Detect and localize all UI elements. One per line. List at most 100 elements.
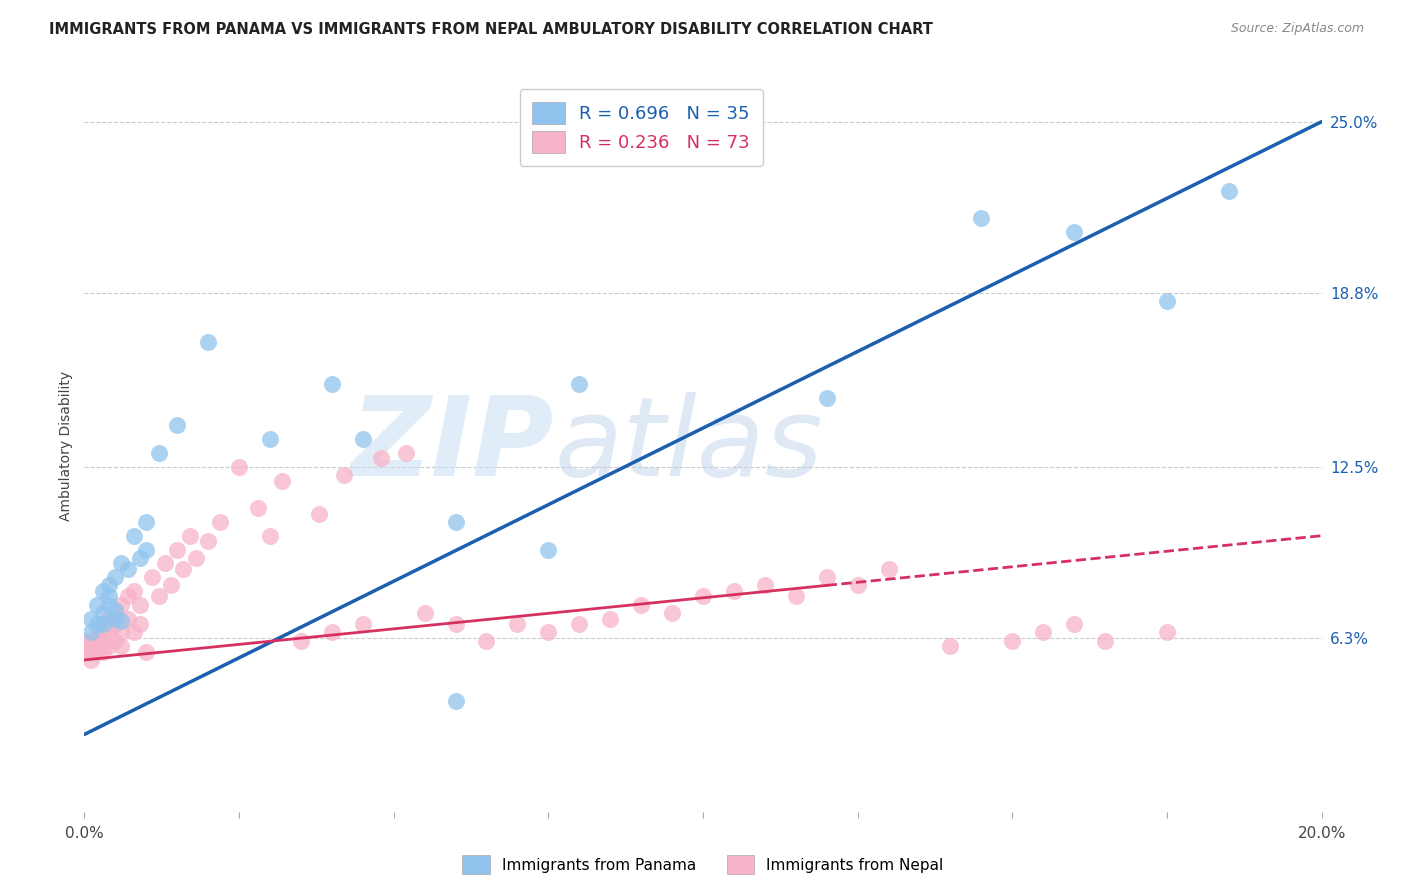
Point	[104, 570, 127, 584]
Point	[939, 639, 962, 653]
Text: ZIP: ZIP	[352, 392, 554, 500]
Point	[259, 432, 281, 446]
Point	[98, 639, 121, 653]
Point	[444, 694, 467, 708]
Point	[970, 211, 993, 226]
Point	[153, 557, 176, 571]
Point	[148, 446, 170, 460]
Point	[172, 562, 194, 576]
Point	[723, 583, 745, 598]
Point	[160, 578, 183, 592]
Point	[91, 583, 114, 598]
Point	[110, 639, 132, 653]
Text: IMMIGRANTS FROM PANAMA VS IMMIGRANTS FROM NEPAL AMBULATORY DISABILITY CORRELATIO: IMMIGRANTS FROM PANAMA VS IMMIGRANTS FRO…	[49, 22, 934, 37]
Point	[110, 557, 132, 571]
Point	[754, 578, 776, 592]
Point	[395, 446, 418, 460]
Point	[117, 611, 139, 625]
Point	[352, 617, 374, 632]
Point	[98, 617, 121, 632]
Point	[91, 645, 114, 659]
Point	[815, 570, 838, 584]
Point	[148, 590, 170, 604]
Point	[321, 625, 343, 640]
Point	[98, 578, 121, 592]
Point	[413, 606, 436, 620]
Point	[228, 459, 250, 474]
Point	[197, 335, 219, 350]
Point	[110, 614, 132, 628]
Point	[135, 542, 157, 557]
Point	[110, 625, 132, 640]
Point	[815, 391, 838, 405]
Point	[630, 598, 652, 612]
Point	[444, 617, 467, 632]
Point	[661, 606, 683, 620]
Point	[246, 501, 269, 516]
Point	[197, 534, 219, 549]
Point	[568, 617, 591, 632]
Point	[129, 598, 152, 612]
Point	[86, 645, 108, 659]
Point	[537, 625, 560, 640]
Point	[86, 631, 108, 645]
Point	[1001, 633, 1024, 648]
Point	[321, 376, 343, 391]
Point	[179, 529, 201, 543]
Legend: R = 0.696   N = 35, R = 0.236   N = 73: R = 0.696 N = 35, R = 0.236 N = 73	[520, 89, 762, 166]
Point	[846, 578, 869, 592]
Point	[444, 515, 467, 529]
Y-axis label: Ambulatory Disability: Ambulatory Disability	[59, 371, 73, 521]
Point	[475, 633, 498, 648]
Point	[122, 583, 145, 598]
Point	[259, 529, 281, 543]
Point	[98, 611, 121, 625]
Point	[599, 611, 621, 625]
Point	[104, 611, 127, 625]
Point	[877, 562, 900, 576]
Point	[110, 598, 132, 612]
Point	[91, 617, 114, 632]
Point	[86, 617, 108, 632]
Point	[1156, 294, 1178, 309]
Point	[184, 550, 207, 565]
Point	[166, 418, 188, 433]
Point	[129, 617, 152, 632]
Point	[117, 562, 139, 576]
Point	[122, 625, 145, 640]
Point	[568, 376, 591, 391]
Point	[290, 633, 312, 648]
Point	[1218, 184, 1240, 198]
Point	[209, 515, 232, 529]
Point	[506, 617, 529, 632]
Point	[135, 645, 157, 659]
Point	[271, 474, 294, 488]
Point	[537, 542, 560, 557]
Point	[692, 590, 714, 604]
Point	[86, 639, 108, 653]
Point	[86, 598, 108, 612]
Point	[98, 590, 121, 604]
Point	[129, 550, 152, 565]
Point	[104, 603, 127, 617]
Point	[117, 590, 139, 604]
Point	[1063, 225, 1085, 239]
Point	[91, 639, 114, 653]
Text: atlas: atlas	[554, 392, 823, 500]
Point	[98, 625, 121, 640]
Point	[166, 542, 188, 557]
Point	[1156, 625, 1178, 640]
Legend: Immigrants from Panama, Immigrants from Nepal: Immigrants from Panama, Immigrants from …	[456, 849, 950, 880]
Point	[352, 432, 374, 446]
Point	[91, 625, 114, 640]
Point	[79, 639, 101, 653]
Point	[104, 606, 127, 620]
Point	[370, 451, 392, 466]
Text: Source: ZipAtlas.com: Source: ZipAtlas.com	[1230, 22, 1364, 36]
Point	[79, 645, 101, 659]
Point	[104, 617, 127, 632]
Point	[98, 598, 121, 612]
Point	[141, 570, 163, 584]
Point	[91, 633, 114, 648]
Point	[308, 507, 330, 521]
